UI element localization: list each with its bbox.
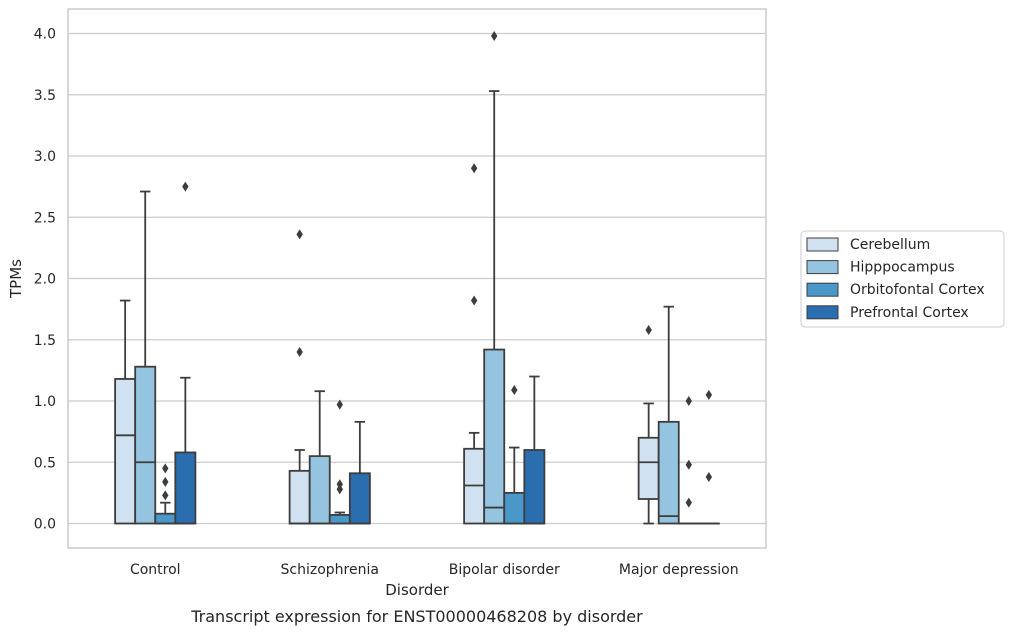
y-tick-label: 2.0: [34, 272, 56, 288]
box: [504, 493, 524, 524]
x-tick-labels: Control Schizophrenia Bipolar disorder Majo…: [130, 562, 739, 578]
y-tick-label: 2.5: [34, 210, 56, 226]
y-axis-label: TPMs: [7, 259, 25, 299]
legend-swatch: [807, 283, 838, 296]
box-hipppocampus: [484, 31, 504, 524]
y-tick-label: 1.5: [34, 333, 56, 349]
outlier-point: [296, 229, 302, 239]
box-prefrontal-cortex: [699, 390, 719, 524]
outlier-point: [182, 182, 188, 192]
outlier-point: [686, 498, 692, 508]
outlier-point: [162, 477, 168, 487]
box: [639, 438, 659, 499]
x-tick-label: Control: [130, 562, 181, 578]
outlier-point: [706, 472, 712, 482]
outlier-point: [706, 390, 712, 400]
box: [175, 452, 195, 523]
x-axis-label: Disorder: [385, 581, 449, 599]
box-orbitofontal-cortex: [679, 396, 699, 524]
y-tick-labels: 0.0 0.5 1.0 1.5 2.0 2.5 3.0 3.5 4.0: [34, 27, 56, 533]
box-cerebellum: [639, 325, 659, 524]
y-tick-label: 3.5: [34, 88, 56, 104]
box: [484, 350, 504, 524]
box: [115, 379, 135, 524]
box-orbitofontal-cortex: [330, 400, 350, 524]
outlier-point: [162, 463, 168, 473]
x-tick-label: Major depression: [619, 562, 739, 578]
box-hipppocampus: [135, 192, 155, 524]
box-series: [115, 31, 719, 524]
y-tick-label: 0.0: [34, 517, 56, 533]
y-tick-label: 4.0: [34, 27, 56, 43]
box: [155, 514, 175, 524]
y-tick-label: 1.0: [34, 394, 56, 410]
box: [350, 473, 370, 523]
box: [290, 471, 310, 524]
outlier-point: [471, 163, 477, 173]
outlier-point: [686, 396, 692, 406]
legend-label: Prefrontal Cortex: [850, 305, 969, 321]
outlier-point: [471, 296, 477, 306]
box-hipppocampus: [310, 391, 330, 523]
box-prefrontal-cortex: [350, 422, 370, 524]
box-prefrontal-cortex: [175, 182, 195, 524]
legend-swatch: [807, 306, 838, 319]
box: [330, 515, 350, 524]
outlier-point: [645, 325, 651, 335]
box: [135, 367, 155, 524]
chart-caption: Transcript expression for ENST0000046820…: [190, 607, 643, 626]
box-cerebellum: [290, 229, 310, 523]
y-tick-label: 3.0: [34, 149, 56, 165]
box-orbitofontal-cortex: [504, 385, 524, 524]
box-cerebellum: [115, 301, 135, 524]
y-tick-label: 0.5: [34, 455, 56, 471]
legend: Cerebellum Hipppocampus Orbitofontal Corte…: [801, 231, 1004, 327]
x-tick-label: Bipolar disorder: [449, 562, 560, 578]
box: [310, 456, 330, 523]
legend-label: Hipppocampus: [850, 260, 955, 276]
x-tick-label: Schizophrenia: [281, 562, 379, 578]
outlier-point: [162, 490, 168, 500]
box-prefrontal-cortex: [524, 377, 544, 524]
boxplot-chart: 0.0 0.5 1.0 1.5 2.0 2.5 3.0 3.5 4.0 Control Schiz…: [0, 0, 1014, 634]
legend-label: Cerebellum: [850, 237, 930, 253]
box-orbitofontal-cortex: [155, 463, 175, 523]
legend-swatch: [807, 238, 838, 251]
outlier-point: [296, 347, 302, 357]
box: [524, 450, 544, 524]
legend-label: Orbitofontal Cortex: [850, 282, 985, 298]
outlier-point: [511, 385, 517, 395]
legend-swatch: [807, 261, 838, 274]
outlier-point: [491, 31, 497, 41]
box: [659, 422, 679, 524]
outlier-point: [686, 460, 692, 470]
